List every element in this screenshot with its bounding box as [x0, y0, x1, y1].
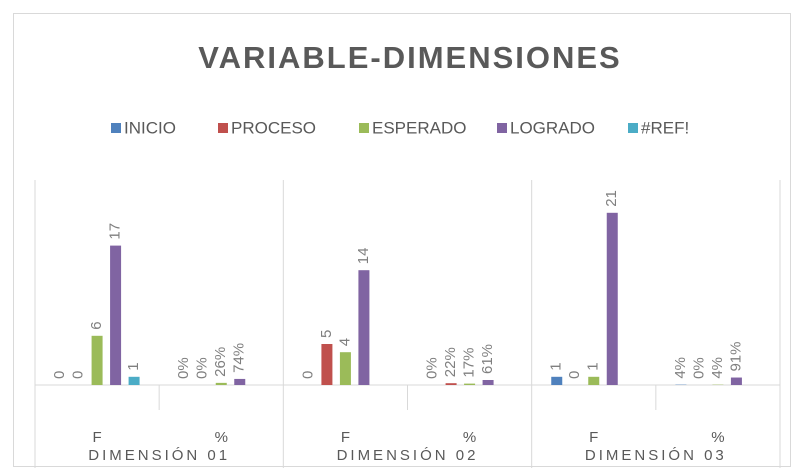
x-tick-label: % [463, 429, 476, 446]
data-label: 22% [442, 347, 459, 377]
data-label: 61% [479, 344, 496, 374]
bar [730, 377, 742, 385]
bar [321, 344, 333, 385]
data-label: 0% [194, 357, 211, 379]
data-label: 91% [727, 342, 744, 372]
legend-swatch [628, 123, 638, 133]
bar [358, 270, 370, 385]
data-label: 0 [299, 371, 316, 379]
legend-swatch [359, 123, 369, 133]
data-label: 1 [585, 362, 602, 370]
legend-label: ESPERADO [372, 118, 466, 137]
data-label: 5 [318, 330, 335, 338]
data-label: 17% [461, 348, 478, 378]
bar [445, 383, 457, 385]
x-tick-label: % [711, 429, 724, 446]
x-tick-label: % [215, 429, 228, 446]
data-label: 0% [175, 357, 192, 379]
group-label: DIMENSIÓN 01 [88, 447, 230, 464]
bar [606, 212, 618, 385]
data-label: 0 [566, 371, 583, 379]
legend-label: INICIO [124, 118, 176, 137]
bar [215, 382, 227, 385]
data-label: 14 [355, 248, 372, 265]
bar [551, 376, 563, 385]
data-label: 0% [690, 357, 707, 379]
data-label: 17 [107, 223, 124, 240]
data-label: 0% [424, 357, 441, 379]
data-label: 0 [51, 371, 68, 379]
legend-label: PROCESO [231, 118, 316, 137]
legend-swatch [497, 123, 507, 133]
data-label: 4% [709, 357, 726, 379]
bar [128, 376, 140, 385]
group-label: DIMENSIÓN 02 [337, 447, 479, 464]
data-label: 0 [70, 371, 87, 379]
bar [464, 383, 476, 385]
chart-border [13, 13, 791, 467]
legend-label: #REF! [641, 118, 689, 137]
x-tick-label: F [589, 429, 598, 446]
chart-title: VARIABLE-DIMENSIONES [198, 40, 622, 75]
bar [91, 335, 103, 385]
data-label: 4 [336, 338, 353, 346]
x-tick-label: F [92, 429, 101, 446]
data-label: 4% [672, 357, 689, 379]
data-label: 1 [125, 362, 142, 370]
x-tick-label: F [341, 429, 350, 446]
legend-label: LOGRADO [510, 118, 595, 137]
data-label: 21 [603, 190, 620, 207]
bar [110, 245, 122, 385]
group-label: DIMENSIÓN 03 [585, 447, 727, 464]
bar [482, 379, 494, 385]
bar [234, 378, 246, 385]
bar [588, 376, 600, 385]
data-label: 6 [88, 321, 105, 329]
bar [339, 352, 351, 385]
legend-swatch [218, 123, 228, 133]
data-label: 1 [548, 362, 565, 370]
data-label: 26% [212, 347, 229, 377]
legend-swatch [111, 123, 121, 133]
data-label: 74% [231, 343, 248, 373]
